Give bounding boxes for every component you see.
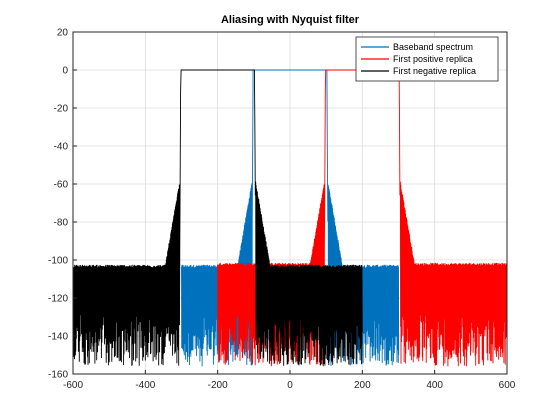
y-tick-label: -20 xyxy=(54,104,69,115)
y-tick-label: -120 xyxy=(48,294,68,305)
legend-label: Baseband spectrum xyxy=(393,42,473,52)
first-negative-replica-line xyxy=(72,69,363,367)
y-tick-label: -40 xyxy=(54,142,69,153)
y-tick-label: -60 xyxy=(54,180,69,191)
legend-label: First negative replica xyxy=(393,66,476,76)
axis-ticks: -600 -400 -200 0 200 400 600200-20-40-60-80-10… xyxy=(48,28,516,392)
x-tick-label: -200 xyxy=(208,380,228,391)
y-tick-label: -80 xyxy=(54,218,69,229)
x-tick-label: 400 xyxy=(426,380,443,391)
y-tick-label: -140 xyxy=(48,332,68,343)
x-tick-label: -600 xyxy=(63,380,83,391)
legend-label: First positive replica xyxy=(393,54,473,64)
y-tick-label: 0 xyxy=(62,66,68,77)
chart-title: Aliasing with Nyquist filter xyxy=(221,14,360,26)
y-tick-label: -100 xyxy=(48,256,68,267)
baseband-spectrum-line xyxy=(181,69,400,367)
x-tick-label: -400 xyxy=(135,380,155,391)
y-tick-label: 20 xyxy=(57,28,69,39)
x-tick-label: 600 xyxy=(499,380,516,391)
y-tick-label: -160 xyxy=(48,370,68,381)
legend: Baseband spectrum First positive replica F… xyxy=(355,36,499,82)
x-tick-label: 200 xyxy=(354,380,371,391)
x-tick-label: 0 xyxy=(287,380,293,391)
